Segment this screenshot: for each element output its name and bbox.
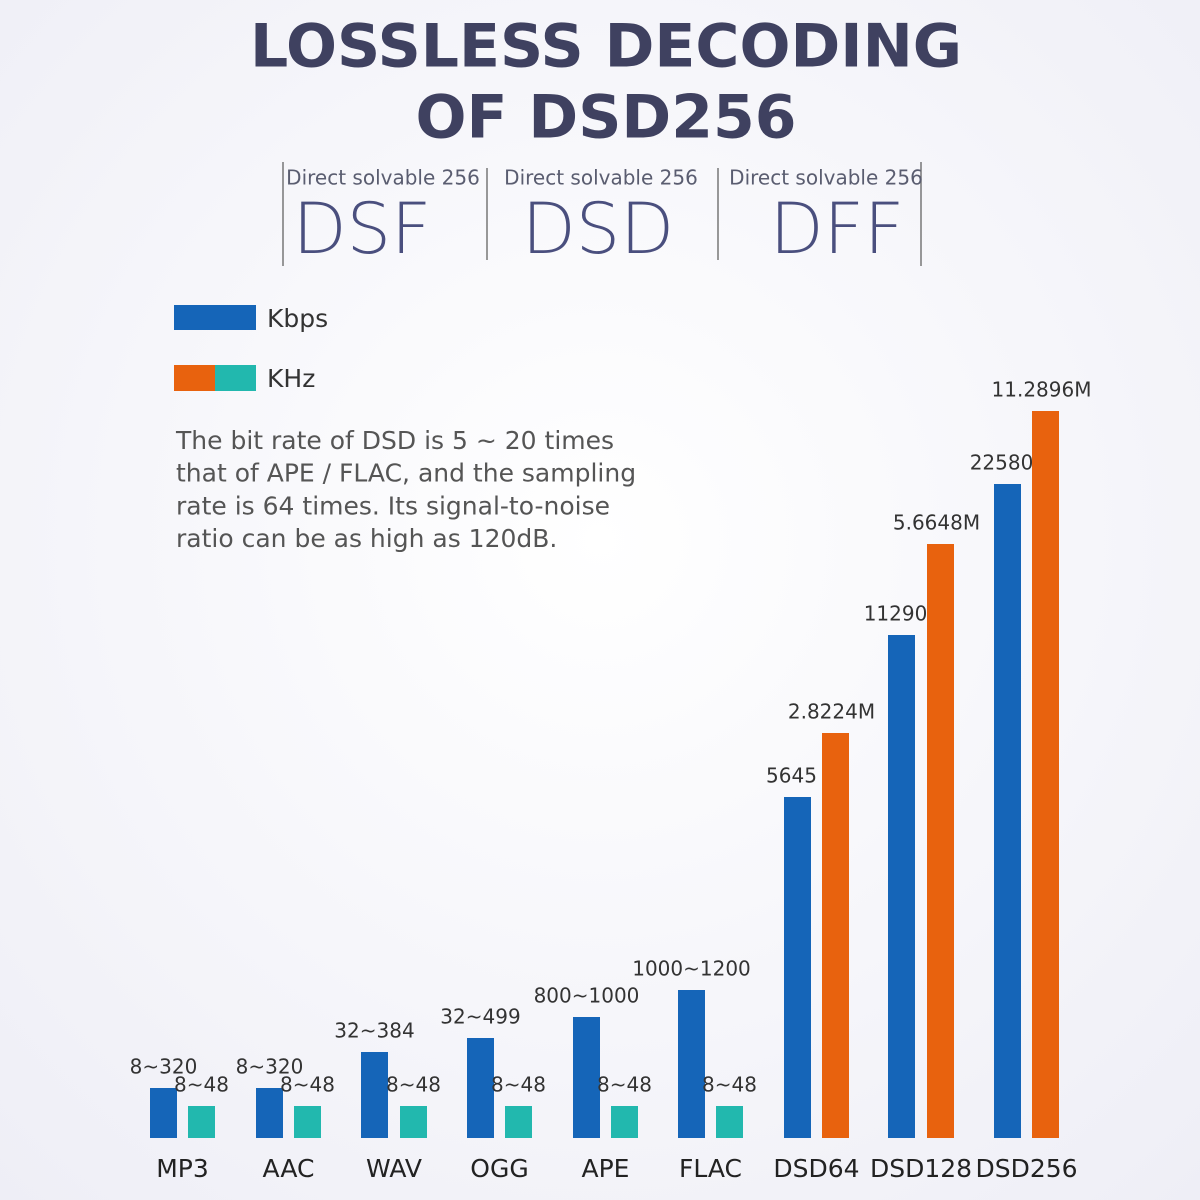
category-label: OGG bbox=[470, 1154, 528, 1183]
title: LOSSLESS DECODING bbox=[250, 12, 962, 82]
description: The bit rate of DSD is 5 ~ 20 times that … bbox=[175, 426, 636, 553]
sampling-label: 8~48 bbox=[174, 1073, 229, 1097]
format-caption: Direct solvable 256 bbox=[729, 166, 923, 190]
bitrate-label: 22580 bbox=[970, 451, 1034, 475]
sampling-label: 8~48 bbox=[491, 1073, 546, 1097]
sampling-bar bbox=[1032, 411, 1059, 1138]
description-line: ratio can be as high as 120dB. bbox=[176, 524, 557, 553]
format-caption: Direct solvable 256 bbox=[286, 166, 480, 190]
sampling-bar bbox=[400, 1106, 427, 1138]
sampling-bar bbox=[611, 1106, 638, 1138]
dividers bbox=[282, 162, 922, 266]
bitrate-bar bbox=[994, 484, 1021, 1138]
description-line: rate is 64 times. Its signal-to-noise bbox=[176, 491, 610, 520]
sampling-label: 11.2896M bbox=[992, 378, 1092, 402]
bitrate-label: 8~320 bbox=[236, 1055, 304, 1079]
bitrate-label: 32~384 bbox=[334, 1019, 414, 1043]
category-label: APE bbox=[582, 1154, 630, 1183]
bitrate-label: 11290 bbox=[864, 602, 928, 626]
bitrate-label: 800~1000 bbox=[534, 984, 640, 1008]
sampling-bar bbox=[188, 1106, 215, 1138]
legend-swatch bbox=[215, 365, 256, 391]
sampling-label: 8~48 bbox=[386, 1073, 441, 1097]
legend-label: Kbps bbox=[267, 304, 328, 333]
bitrate-label: 32~499 bbox=[440, 1005, 520, 1029]
legend-swatch bbox=[174, 365, 215, 391]
bitrate-label: 1000~1200 bbox=[632, 957, 751, 981]
category-label: DSD256 bbox=[975, 1154, 1077, 1183]
sampling-bar bbox=[716, 1106, 743, 1138]
bitrate-bar bbox=[784, 797, 811, 1138]
sampling-bar bbox=[294, 1106, 321, 1138]
description-line: The bit rate of DSD is 5 ~ 20 times bbox=[175, 426, 614, 455]
bitrate-label: 8~320 bbox=[130, 1055, 198, 1079]
title: OF DSD256 bbox=[416, 83, 797, 153]
category-label: FLAC bbox=[679, 1154, 742, 1183]
category-label: WAV bbox=[366, 1154, 422, 1183]
bitrate-bar bbox=[361, 1052, 388, 1138]
format-name: DFF bbox=[770, 188, 904, 270]
sampling-bar bbox=[822, 733, 849, 1138]
legend-label: KHz bbox=[267, 364, 315, 393]
sampling-label: 8~48 bbox=[597, 1073, 652, 1097]
description-line: that of APE / FLAC, and the sampling bbox=[176, 459, 636, 488]
category-label: AAC bbox=[263, 1154, 315, 1183]
category-label: DSD128 bbox=[870, 1154, 972, 1183]
sampling-label: 8~48 bbox=[280, 1073, 335, 1097]
format-caption: Direct solvable 256 bbox=[504, 166, 698, 190]
sampling-bar bbox=[505, 1106, 532, 1138]
bitrate-bar bbox=[150, 1088, 177, 1138]
bitrate-bar bbox=[256, 1088, 283, 1138]
bitrate-bar bbox=[573, 1017, 600, 1138]
bars: 8~3208~48MP38~3208~48AAC32~3848~48WAV32~… bbox=[130, 378, 1092, 1184]
sampling-label: 8~48 bbox=[702, 1073, 757, 1097]
format-name: DSF bbox=[293, 188, 432, 270]
bitrate-bar bbox=[467, 1038, 494, 1138]
bitrate-label: 5645 bbox=[766, 764, 817, 788]
format-name: DSD bbox=[522, 188, 674, 270]
sampling-bar bbox=[927, 544, 954, 1138]
category-label: MP3 bbox=[156, 1154, 209, 1183]
sampling-label: 5.6648M bbox=[893, 511, 980, 535]
category-label: DSD64 bbox=[773, 1154, 859, 1183]
bitrate-bar bbox=[888, 635, 915, 1138]
bitrate-bar bbox=[678, 990, 705, 1138]
sampling-label: 2.8224M bbox=[788, 700, 875, 724]
legend-swatch bbox=[174, 305, 256, 330]
